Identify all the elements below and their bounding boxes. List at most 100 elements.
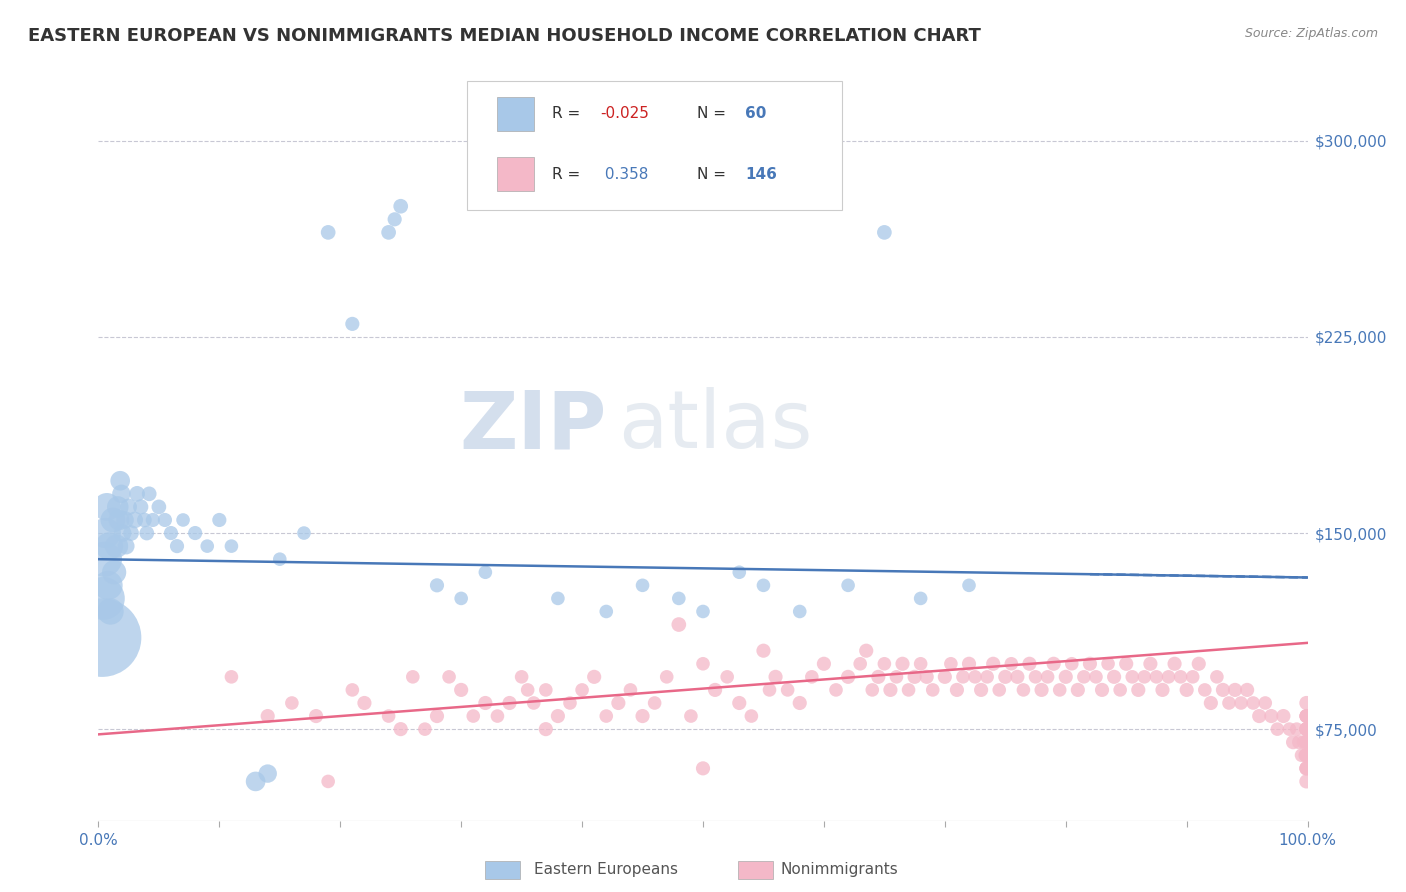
Point <box>631 578 654 592</box>
Point <box>644 696 666 710</box>
Point <box>221 539 243 553</box>
Point <box>384 212 406 227</box>
Point <box>1157 670 1180 684</box>
Point <box>1230 696 1253 710</box>
Point <box>1295 761 1317 775</box>
Point <box>1018 657 1040 671</box>
Point <box>98 539 121 553</box>
Point <box>915 670 938 684</box>
Point <box>142 513 165 527</box>
Point <box>1206 670 1229 684</box>
Point <box>716 670 738 684</box>
Point <box>692 657 714 671</box>
Point <box>891 657 914 671</box>
Point <box>1085 670 1108 684</box>
Point <box>1282 735 1305 749</box>
Point <box>837 578 859 592</box>
Point <box>789 696 811 710</box>
Text: N =: N = <box>697 167 731 182</box>
Point <box>921 682 943 697</box>
Text: atlas: atlas <box>619 387 813 466</box>
Point <box>957 578 980 592</box>
Point <box>1133 670 1156 684</box>
Text: Source: ZipAtlas.com: Source: ZipAtlas.com <box>1244 27 1378 40</box>
Point <box>114 513 136 527</box>
Point <box>516 682 538 697</box>
Point <box>1295 722 1317 736</box>
Point <box>148 500 170 514</box>
Point <box>342 317 364 331</box>
Point <box>965 670 987 684</box>
Point <box>486 709 509 723</box>
Point <box>1054 670 1077 684</box>
Point <box>1188 657 1211 671</box>
Point <box>595 709 617 723</box>
Point <box>1012 682 1035 697</box>
Point <box>1060 657 1083 671</box>
Text: 0.358: 0.358 <box>600 167 648 182</box>
Point <box>256 766 278 780</box>
Point <box>1000 657 1022 671</box>
Point <box>100 605 122 619</box>
Point <box>1295 696 1317 710</box>
Point <box>1249 709 1271 723</box>
Point <box>129 500 152 514</box>
FancyBboxPatch shape <box>498 157 534 191</box>
Point <box>910 591 932 606</box>
Point <box>1267 722 1289 736</box>
Point <box>789 605 811 619</box>
Point <box>172 513 194 527</box>
Text: N =: N = <box>697 106 731 121</box>
Point <box>1121 670 1143 684</box>
Point <box>1295 709 1317 723</box>
Point <box>813 657 835 671</box>
Point <box>115 539 138 553</box>
Point <box>904 670 927 684</box>
Point <box>1181 670 1204 684</box>
Point <box>988 682 1011 697</box>
Point <box>1042 657 1064 671</box>
Point <box>138 487 160 501</box>
Point <box>1260 709 1282 723</box>
Point <box>910 657 932 671</box>
Point <box>558 696 581 710</box>
Point <box>825 682 848 697</box>
Point <box>91 631 114 645</box>
Point <box>134 513 156 527</box>
Point <box>1295 709 1317 723</box>
Point <box>377 709 399 723</box>
Point <box>1223 682 1246 697</box>
Point <box>1175 682 1198 697</box>
Point <box>1295 735 1317 749</box>
Point <box>837 670 859 684</box>
Point <box>1128 682 1150 697</box>
Point <box>692 605 714 619</box>
Point <box>758 682 780 697</box>
Point <box>135 526 157 541</box>
Point <box>342 682 364 697</box>
Point <box>94 526 117 541</box>
Point <box>1241 696 1264 710</box>
Point <box>1294 748 1316 763</box>
Point <box>994 670 1017 684</box>
Point <box>970 682 993 697</box>
Point <box>269 552 291 566</box>
Point <box>166 539 188 553</box>
Point <box>1295 722 1317 736</box>
Point <box>402 670 425 684</box>
Point <box>1218 696 1240 710</box>
Point <box>1194 682 1216 697</box>
Point <box>534 722 557 736</box>
Point <box>897 682 920 697</box>
Point <box>1295 709 1317 723</box>
Point <box>547 709 569 723</box>
Text: Nonimmigrants: Nonimmigrants <box>780 863 898 877</box>
Point <box>127 487 149 501</box>
Point <box>547 591 569 606</box>
Point <box>873 226 896 240</box>
Point <box>1295 761 1317 775</box>
Point <box>873 657 896 671</box>
Point <box>1007 670 1029 684</box>
Point <box>474 696 496 710</box>
Point <box>1163 657 1185 671</box>
